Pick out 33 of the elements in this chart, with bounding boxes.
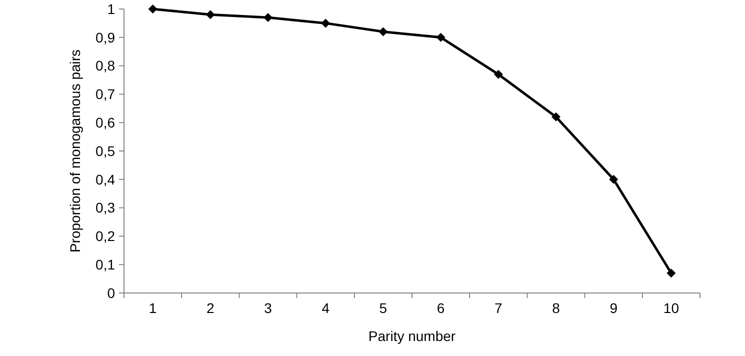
x-tick-label: 7 xyxy=(494,300,502,316)
y-tick-label: 0,6 xyxy=(96,114,116,130)
point xyxy=(148,4,158,14)
point xyxy=(666,268,676,278)
point xyxy=(609,174,618,184)
y-tick-label: 0,9 xyxy=(96,29,116,46)
point xyxy=(552,112,560,122)
x-tick-label: 10 xyxy=(663,300,680,316)
point xyxy=(436,32,446,42)
y-tick-label: 0,7 xyxy=(96,86,116,102)
y-tick-label: 0,8 xyxy=(96,58,116,74)
x-axis-title: Parity number xyxy=(368,328,456,344)
point xyxy=(206,10,215,20)
y-tick-label: 1 xyxy=(107,0,116,17)
y-tick-label: 0,1 xyxy=(96,256,116,272)
point xyxy=(321,18,330,28)
x-tick-label: 3 xyxy=(264,300,272,316)
y-axis-title: Proportion of monogamous pairs xyxy=(67,49,83,253)
point xyxy=(494,70,503,79)
x-tick-label: 6 xyxy=(436,300,445,316)
y-tick-label: 0 xyxy=(107,284,116,301)
x-tick-label: 2 xyxy=(206,300,214,316)
x-tick-label: 9 xyxy=(610,300,618,316)
x-tick-label: 4 xyxy=(322,300,330,316)
y-tick-label: 0,4 xyxy=(96,171,116,188)
y-tick-label: 0,3 xyxy=(96,200,116,216)
x-tick-label: 5 xyxy=(379,300,388,316)
point xyxy=(378,27,388,36)
y-tick-label: 0,2 xyxy=(96,228,116,244)
x-tick-label: 1 xyxy=(148,300,157,316)
point xyxy=(264,13,272,22)
y-tick-label: 0,5 xyxy=(96,142,116,159)
x-tick-label: 8 xyxy=(552,300,560,316)
